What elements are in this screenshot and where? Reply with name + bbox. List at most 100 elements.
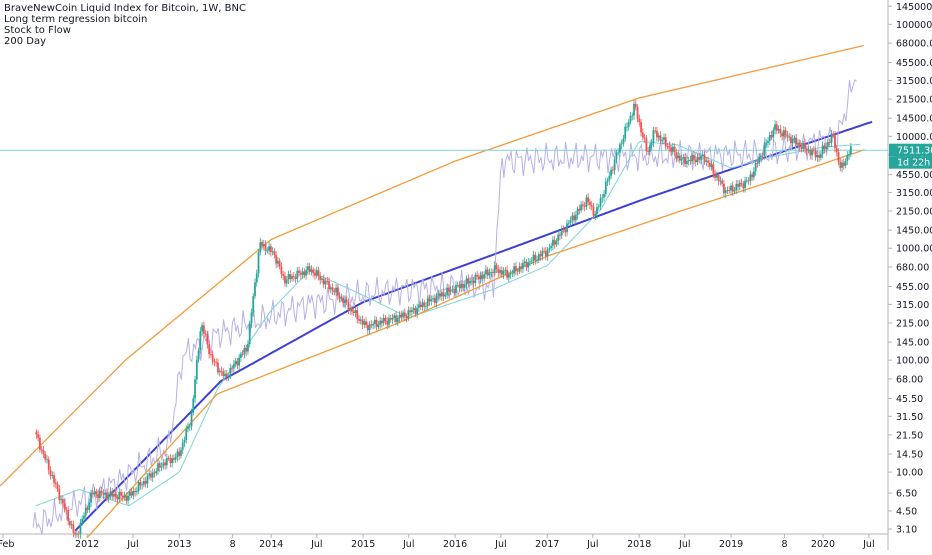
candle xyxy=(132,487,135,500)
candle xyxy=(349,304,352,315)
candle xyxy=(499,266,501,277)
candle xyxy=(338,292,341,303)
candle xyxy=(86,505,89,514)
legend-indicator-200-day[interactable]: 200 Day xyxy=(4,36,47,47)
candle xyxy=(42,445,45,459)
candle xyxy=(162,459,165,470)
candle xyxy=(816,151,819,162)
x-tick-label-12: Jul xyxy=(586,539,598,550)
candle xyxy=(453,286,456,298)
candle xyxy=(795,133,798,148)
candle xyxy=(775,120,778,135)
candle xyxy=(164,459,166,470)
candle xyxy=(56,481,59,492)
x-axis[interactable]: Feb 2012 Jul 2013 8 2014 Jul 2015 Jul 2016 Jul 2017… xyxy=(0,534,875,550)
candle xyxy=(296,267,299,283)
candle xyxy=(370,320,373,329)
y-tick-label-15: 1000.00 xyxy=(896,244,932,255)
candle xyxy=(412,303,415,314)
candle xyxy=(832,131,835,138)
candle xyxy=(705,156,708,167)
candle xyxy=(670,144,672,157)
candle xyxy=(777,125,780,134)
candle xyxy=(619,141,621,157)
candle xyxy=(199,327,202,354)
y-tick-label-18: 3150.00 xyxy=(896,188,932,199)
candle xyxy=(158,460,161,473)
candle xyxy=(181,438,184,454)
candle xyxy=(343,295,346,308)
candle xyxy=(220,366,223,376)
chart-legend: BraveNewCoin Liquid Index for Bitcoin, 1… xyxy=(4,3,246,47)
candle xyxy=(405,313,408,323)
candle xyxy=(254,278,256,299)
candle xyxy=(144,477,147,488)
candle xyxy=(58,485,61,504)
x-tick-label-11: 2017 xyxy=(535,539,559,550)
candle xyxy=(261,239,263,250)
candle xyxy=(160,462,163,472)
candle xyxy=(326,277,329,285)
candle xyxy=(243,344,246,359)
candle xyxy=(798,139,801,152)
candle xyxy=(356,306,359,324)
candle xyxy=(548,243,551,253)
candle xyxy=(224,370,226,380)
candle xyxy=(384,315,387,325)
candle xyxy=(368,320,371,335)
candle xyxy=(802,140,805,153)
candle xyxy=(396,314,399,326)
candle xyxy=(271,247,274,256)
candle xyxy=(818,151,821,162)
legend-indicator-stock-to-flow[interactable]: Stock to Flow xyxy=(4,25,71,36)
candle xyxy=(585,194,588,211)
candle xyxy=(213,358,216,367)
candle xyxy=(455,280,457,298)
x-tick-label-14: Jul xyxy=(678,539,690,550)
candle xyxy=(834,131,836,153)
candle xyxy=(324,277,327,289)
candle xyxy=(684,153,687,168)
candle xyxy=(581,200,584,211)
candle xyxy=(708,159,711,170)
candle xyxy=(546,247,549,261)
candle xyxy=(331,283,334,295)
candle xyxy=(622,134,625,147)
candle xyxy=(841,159,843,173)
candle xyxy=(772,127,775,142)
candle xyxy=(88,498,91,513)
candle xyxy=(638,114,641,127)
legend-symbol[interactable]: BraveNewCoin Liquid Index for Bitcoin, 1… xyxy=(4,3,246,14)
candle xyxy=(190,408,193,431)
candle xyxy=(172,454,175,464)
legend-indicator-regression[interactable]: Long term regression bitcoin xyxy=(4,14,148,25)
candle xyxy=(601,194,604,203)
candle xyxy=(377,320,380,330)
candle xyxy=(733,186,736,195)
candle xyxy=(125,492,128,505)
candle xyxy=(123,491,126,501)
candle xyxy=(40,445,43,455)
y-tick-label-3: 10.00 xyxy=(896,468,923,479)
candle xyxy=(435,292,438,308)
candle xyxy=(613,155,616,175)
candle xyxy=(678,153,681,164)
candle xyxy=(751,172,754,182)
candle xyxy=(691,152,694,165)
candle xyxy=(310,265,313,276)
y-tick-label-0: 3.10 xyxy=(896,525,917,536)
candle xyxy=(564,226,567,237)
y-axis[interactable]: 3.10 4.50 6.50 10.00 14.50 21.50 31.50 45.50 68.… xyxy=(888,2,932,536)
candle xyxy=(167,455,170,461)
candle xyxy=(788,132,791,141)
candle xyxy=(440,289,443,301)
candle xyxy=(814,147,817,161)
candle xyxy=(530,256,533,264)
candle xyxy=(525,259,528,271)
candle xyxy=(388,314,390,329)
candle xyxy=(204,329,207,337)
candle xyxy=(791,134,794,148)
candle xyxy=(299,270,302,280)
